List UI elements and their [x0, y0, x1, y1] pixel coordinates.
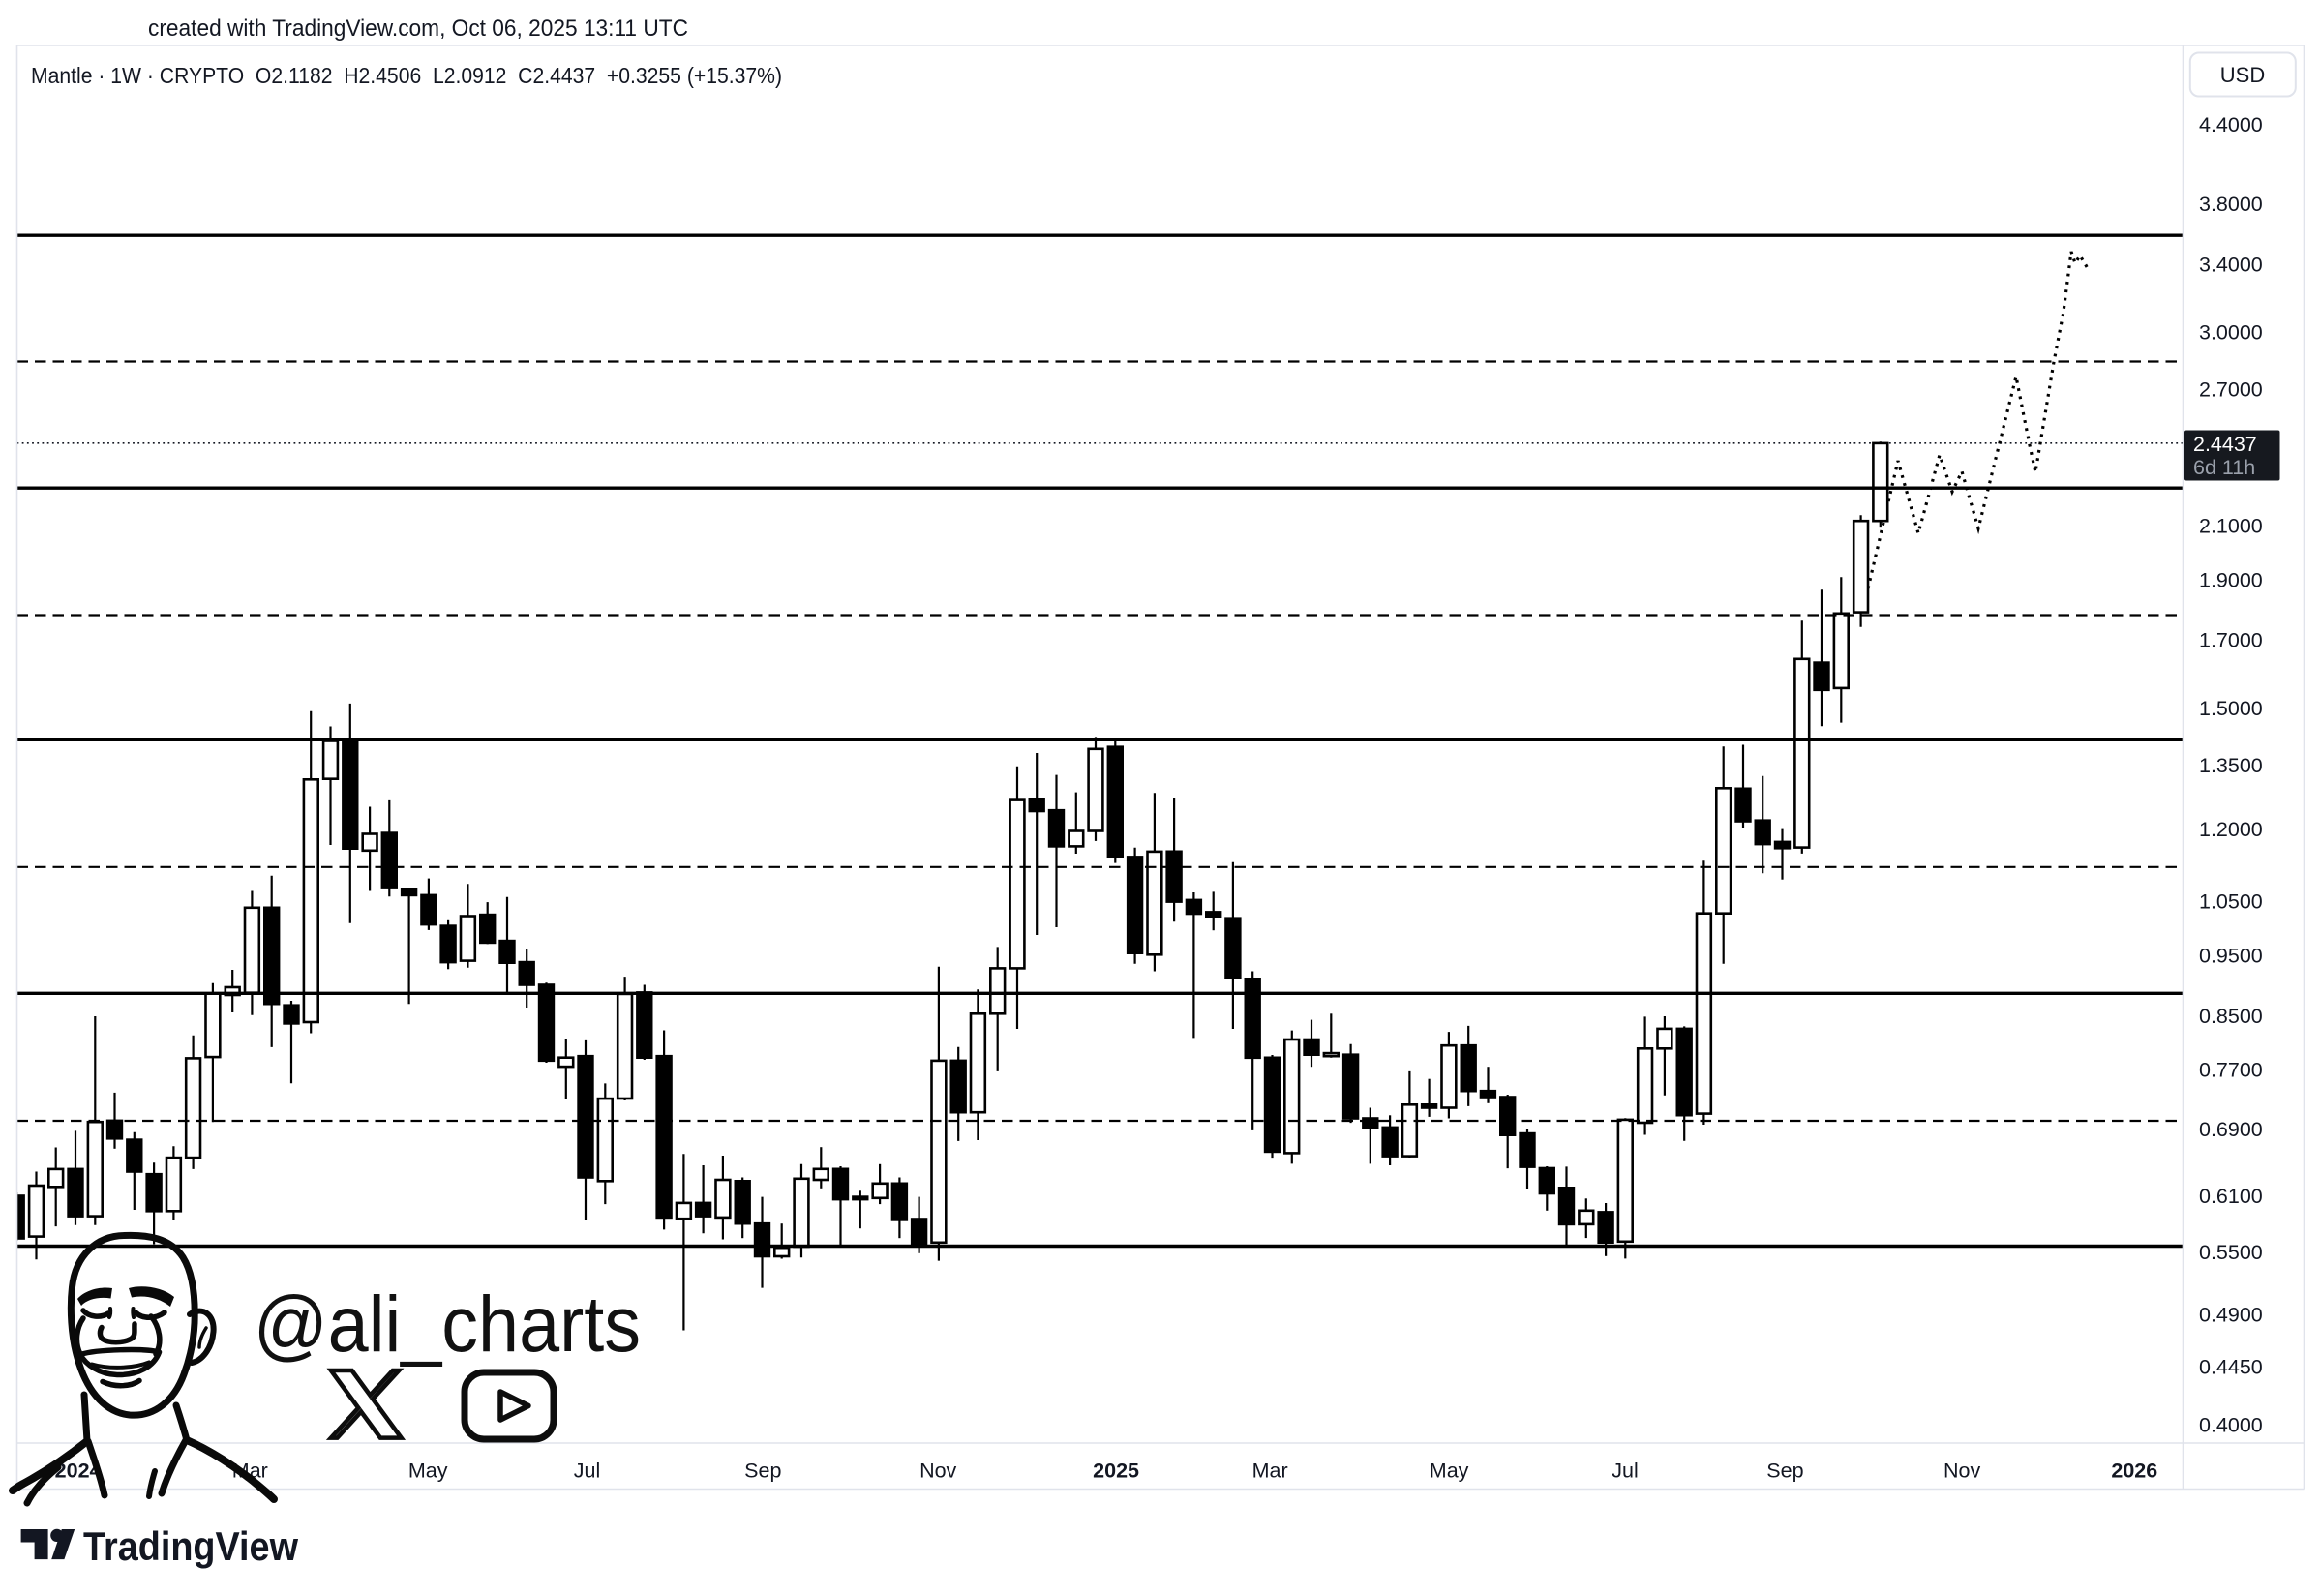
svg-text:1.2000: 1.2000: [2199, 818, 2263, 841]
svg-text:Nov: Nov: [919, 1460, 956, 1483]
svg-text:@ali_charts: @ali_charts: [254, 1280, 641, 1369]
svg-text:4.4000: 4.4000: [2199, 113, 2263, 136]
svg-text:2.7000: 2.7000: [2199, 378, 2263, 402]
svg-text:0.8500: 0.8500: [2199, 1005, 2263, 1028]
svg-text:0.9500: 0.9500: [2199, 945, 2263, 968]
svg-text:0.6900: 0.6900: [2199, 1118, 2263, 1141]
svg-text:1.9000: 1.9000: [2199, 568, 2263, 591]
svg-text:3.4000: 3.4000: [2199, 253, 2263, 276]
svg-text:created with TradingView.com,: created with TradingView.com, Oct 06, 20…: [148, 15, 688, 42]
svg-text:Jul: Jul: [574, 1460, 600, 1483]
svg-text:6d 11h: 6d 11h: [2193, 456, 2255, 479]
svg-text:Sep: Sep: [1766, 1460, 1803, 1483]
svg-text:0.4900: 0.4900: [2199, 1304, 2263, 1327]
svg-text:USD: USD: [2220, 63, 2265, 87]
svg-text:2.1000: 2.1000: [2199, 514, 2263, 537]
svg-text:2025: 2025: [1093, 1460, 1139, 1483]
svg-text:May: May: [408, 1460, 448, 1483]
svg-text:Sep: Sep: [744, 1460, 781, 1483]
svg-text:0.4450: 0.4450: [2199, 1356, 2263, 1379]
svg-text:0.6100: 0.6100: [2199, 1185, 2263, 1208]
svg-text:0.5500: 0.5500: [2199, 1241, 2263, 1264]
svg-text:Nov: Nov: [1943, 1460, 1980, 1483]
svg-text:2026: 2026: [2111, 1460, 2157, 1483]
svg-text:2.4437: 2.4437: [2193, 433, 2257, 456]
svg-text:1.3500: 1.3500: [2199, 754, 2263, 777]
svg-text:3.8000: 3.8000: [2199, 193, 2263, 216]
svg-text:Mar: Mar: [1252, 1460, 1288, 1483]
svg-text:May: May: [1430, 1460, 1469, 1483]
svg-text:0.7700: 0.7700: [2199, 1058, 2263, 1081]
svg-text:Jul: Jul: [1612, 1460, 1638, 1483]
svg-text:1.5000: 1.5000: [2199, 697, 2263, 720]
svg-text:Mantle · 1W · CRYPTO O2.1182: Mantle · 1W · CRYPTO O2.1182 H2.4506 L2.…: [31, 63, 782, 88]
svg-text:1.7000: 1.7000: [2199, 629, 2263, 652]
svg-text:3.0000: 3.0000: [2199, 321, 2263, 345]
svg-text:1.0500: 1.0500: [2199, 890, 2263, 914]
svg-text:TradingView: TradingView: [83, 1523, 298, 1569]
svg-text:0.4000: 0.4000: [2199, 1413, 2263, 1436]
